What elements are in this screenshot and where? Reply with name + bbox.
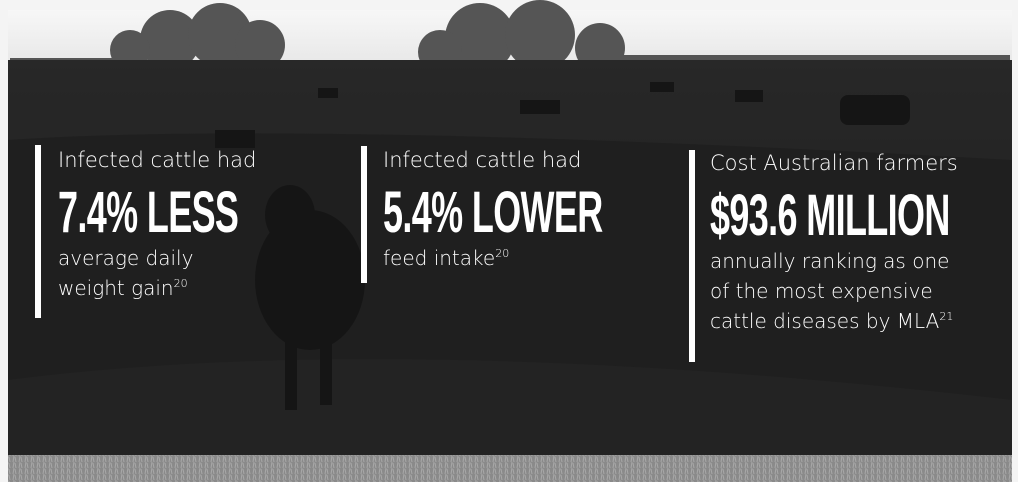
stat-lead: Cost Australian farmers (710, 150, 1018, 176)
stat-body: feed intake20 (383, 243, 737, 273)
stat-lead: Infected cattle had (58, 147, 349, 173)
stat-body: cattle diseases by MLA21 (710, 306, 1018, 336)
stat-body: weight gain20 (58, 273, 349, 303)
stat: Cost Australian farmers $93.6 MILLION annu… (710, 150, 1018, 336)
stat-body: annually ranking as one (710, 246, 1018, 276)
stat-headline: $93.6 MILLION (710, 186, 950, 246)
accent-bar (35, 145, 41, 318)
footnote-ref: 20 (174, 277, 188, 290)
stat-body-text: cattle diseases by MLA (710, 309, 939, 333)
accent-bar (361, 146, 367, 283)
stat-body-text: average daily (58, 246, 193, 270)
stat-body: average daily (58, 243, 349, 273)
stat: Infected cattle had 7.4% LESS average dail… (58, 147, 349, 303)
stat-body-text: feed intake (383, 246, 495, 270)
stat-lead: Infected cattle had (383, 147, 737, 173)
stat-headline: 7.4% LESS (58, 183, 238, 243)
stat-body-text: annually ranking as one (710, 249, 949, 273)
stat-body: of the most expensive (710, 276, 1018, 306)
stat-headline: 5.4% LOWER (383, 183, 603, 243)
page: Infected cattle had 7.4% LESS average dail… (0, 0, 1018, 482)
footnote-ref: 21 (939, 310, 953, 323)
stat-body-text: weight gain (58, 276, 174, 300)
footnote-ref: 20 (495, 247, 509, 260)
stat-body-text: of the most expensive (710, 279, 933, 303)
